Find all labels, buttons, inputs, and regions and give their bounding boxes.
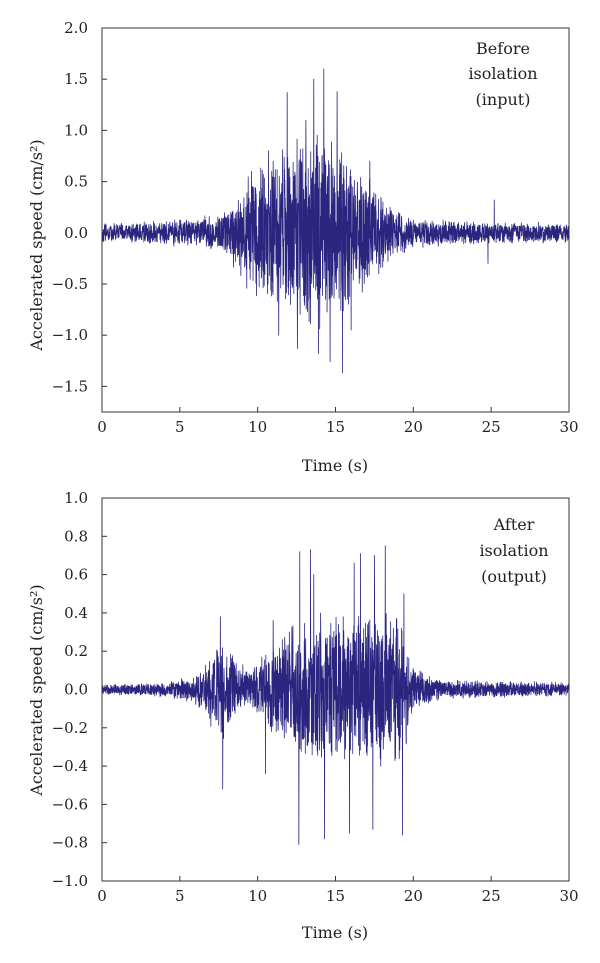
y-tick-label: 1.0 bbox=[64, 489, 88, 507]
x-tick-label: 25 bbox=[482, 418, 501, 436]
x-tick-label: 20 bbox=[404, 887, 423, 905]
x-tick-label: 0 bbox=[97, 418, 107, 436]
series-line-holder bbox=[101, 545, 570, 846]
x-tick-label: 15 bbox=[326, 418, 345, 436]
ticks-holder: 0 5 10 15 20 25 30 −1.5 −1.0 −0.5 0.0 0.5 1.0 1.5 2.0 bbox=[52, 19, 579, 436]
y-tick-label: −0.2 bbox=[52, 719, 88, 737]
y-tick-label: 1.0 bbox=[64, 121, 88, 139]
series-line bbox=[101, 68, 570, 374]
x-tick-label: 25 bbox=[482, 887, 501, 905]
y-tick-label: −1.0 bbox=[52, 872, 88, 890]
x-tick-label: 10 bbox=[248, 887, 267, 905]
y-tick-label: 0.4 bbox=[64, 604, 88, 622]
y-tick-label: 0.5 bbox=[64, 173, 88, 191]
x-tick-label: 10 bbox=[248, 418, 267, 436]
x-tick-label: 30 bbox=[559, 418, 578, 436]
y-tick-label: −1.0 bbox=[52, 326, 88, 344]
y-tick-label: −0.6 bbox=[52, 795, 88, 813]
x-tick-label: 30 bbox=[559, 887, 578, 905]
annotation-line-3: (input) bbox=[476, 90, 531, 109]
x-axis-label: Time (s) bbox=[302, 456, 368, 475]
y-axis-label: Accelerated speed (cm/s²) bbox=[27, 584, 46, 796]
x-tick-label: 15 bbox=[326, 887, 345, 905]
y-tick-label: 0.0 bbox=[64, 681, 88, 699]
ticks-holder: 0 5 10 15 20 25 30 −1.0 −0.8 −0.6 −0.4 −0.2 0.0 0.2 0.… bbox=[52, 489, 579, 905]
panel-after-isolation: 0 5 10 15 20 25 30 −1.0 −0.8 −0.6 −0.4 −0.2 0.0 0.2 0.… bbox=[27, 489, 579, 942]
y-tick-label: 1.5 bbox=[64, 70, 88, 88]
y-axis-label: Accelerated speed (cm/s²) bbox=[27, 139, 46, 351]
annotation-line-2: isolation bbox=[468, 64, 537, 83]
y-tick-label: 0.8 bbox=[64, 527, 88, 545]
series-line-holder bbox=[101, 68, 570, 374]
annotation-line-2: isolation bbox=[479, 541, 548, 560]
series-line bbox=[101, 545, 570, 846]
y-tick-label: 0.0 bbox=[64, 224, 88, 242]
y-tick-label: −1.5 bbox=[52, 377, 88, 395]
annotation-line-3: (output) bbox=[481, 567, 547, 586]
y-tick-label: 0.2 bbox=[64, 642, 88, 660]
annotation-line-1: Before bbox=[476, 39, 530, 58]
panel-before-isolation: 0 5 10 15 20 25 30−1.5−1.0−0.50.00.51.01.52.0 … bbox=[27, 19, 579, 475]
y-tick-label: −0.4 bbox=[52, 757, 88, 775]
x-axis-label: Time (s) bbox=[302, 923, 368, 942]
y-tick-label: −0.8 bbox=[52, 834, 88, 852]
x-tick-label: 0 bbox=[97, 887, 107, 905]
x-tick-label: 20 bbox=[404, 418, 423, 436]
y-tick-label: 0.6 bbox=[64, 566, 88, 584]
x-tick-label: 5 bbox=[175, 887, 185, 905]
x-tick-label: 5 bbox=[175, 418, 185, 436]
annotation-line-1: After bbox=[493, 515, 535, 534]
y-tick-label: 2.0 bbox=[64, 19, 88, 37]
y-tick-label: −0.5 bbox=[52, 275, 88, 293]
